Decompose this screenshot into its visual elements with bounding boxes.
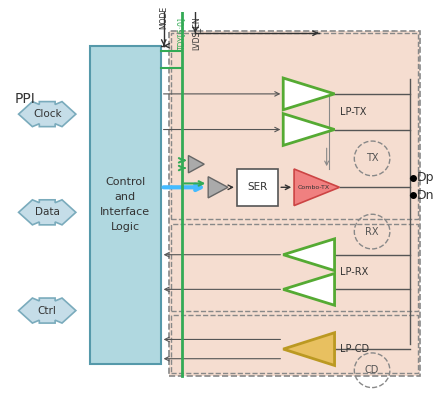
Polygon shape <box>283 274 334 305</box>
Text: LP-TX: LP-TX <box>339 107 366 117</box>
Polygon shape <box>188 156 204 173</box>
Text: TX: TX <box>366 154 378 164</box>
FancyBboxPatch shape <box>89 46 161 364</box>
Polygon shape <box>19 298 76 323</box>
Polygon shape <box>294 169 339 206</box>
Text: Data: Data <box>35 207 60 217</box>
Polygon shape <box>283 333 334 366</box>
Text: Control
and
Interface
Logic: Control and Interface Logic <box>100 178 150 232</box>
Polygon shape <box>283 239 334 270</box>
Text: SER: SER <box>248 182 268 192</box>
Text: Clock: Clock <box>33 109 62 119</box>
Text: Combo-TX: Combo-TX <box>298 185 330 190</box>
Polygon shape <box>19 102 76 127</box>
Text: Ctrl: Ctrl <box>38 306 57 316</box>
FancyBboxPatch shape <box>237 169 278 206</box>
Text: CD: CD <box>365 365 379 375</box>
Text: LP-RX: LP-RX <box>339 267 368 277</box>
Text: PPI: PPI <box>14 92 35 106</box>
Text: MODE: MODE <box>159 6 168 29</box>
Polygon shape <box>283 114 334 146</box>
Text: Dn: Dn <box>416 188 434 202</box>
Text: LVDS_EN: LVDS_EN <box>192 17 201 50</box>
Text: Dp: Dp <box>416 171 434 184</box>
Text: RX: RX <box>365 226 379 236</box>
Text: LP-CD: LP-CD <box>339 344 369 354</box>
FancyBboxPatch shape <box>169 31 420 376</box>
Text: TDY[6:0]: TDY[6:0] <box>177 17 186 50</box>
Polygon shape <box>208 177 228 198</box>
Polygon shape <box>19 200 76 225</box>
Polygon shape <box>283 78 334 110</box>
